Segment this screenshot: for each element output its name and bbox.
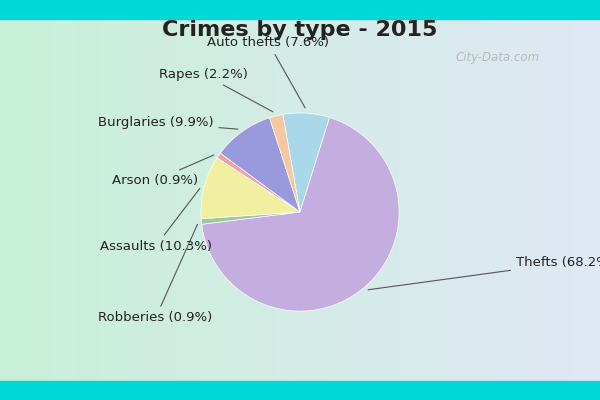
Text: Crimes by type - 2015: Crimes by type - 2015 bbox=[163, 20, 437, 40]
Text: Burglaries (9.9%): Burglaries (9.9%) bbox=[98, 116, 238, 129]
Wedge shape bbox=[220, 118, 300, 212]
Wedge shape bbox=[283, 113, 329, 212]
Wedge shape bbox=[217, 153, 300, 212]
Wedge shape bbox=[201, 158, 300, 219]
Text: Robberies (0.9%): Robberies (0.9%) bbox=[98, 224, 212, 324]
Text: Assaults (10.3%): Assaults (10.3%) bbox=[100, 188, 212, 253]
Text: Thefts (68.2%): Thefts (68.2%) bbox=[368, 256, 600, 290]
Wedge shape bbox=[201, 212, 300, 224]
Wedge shape bbox=[269, 114, 300, 212]
Wedge shape bbox=[202, 118, 399, 311]
Text: City-Data.com: City-Data.com bbox=[456, 52, 540, 64]
Text: Rapes (2.2%): Rapes (2.2%) bbox=[159, 68, 273, 112]
Text: Arson (0.9%): Arson (0.9%) bbox=[112, 155, 214, 187]
Text: Auto thefts (7.6%): Auto thefts (7.6%) bbox=[208, 36, 329, 108]
